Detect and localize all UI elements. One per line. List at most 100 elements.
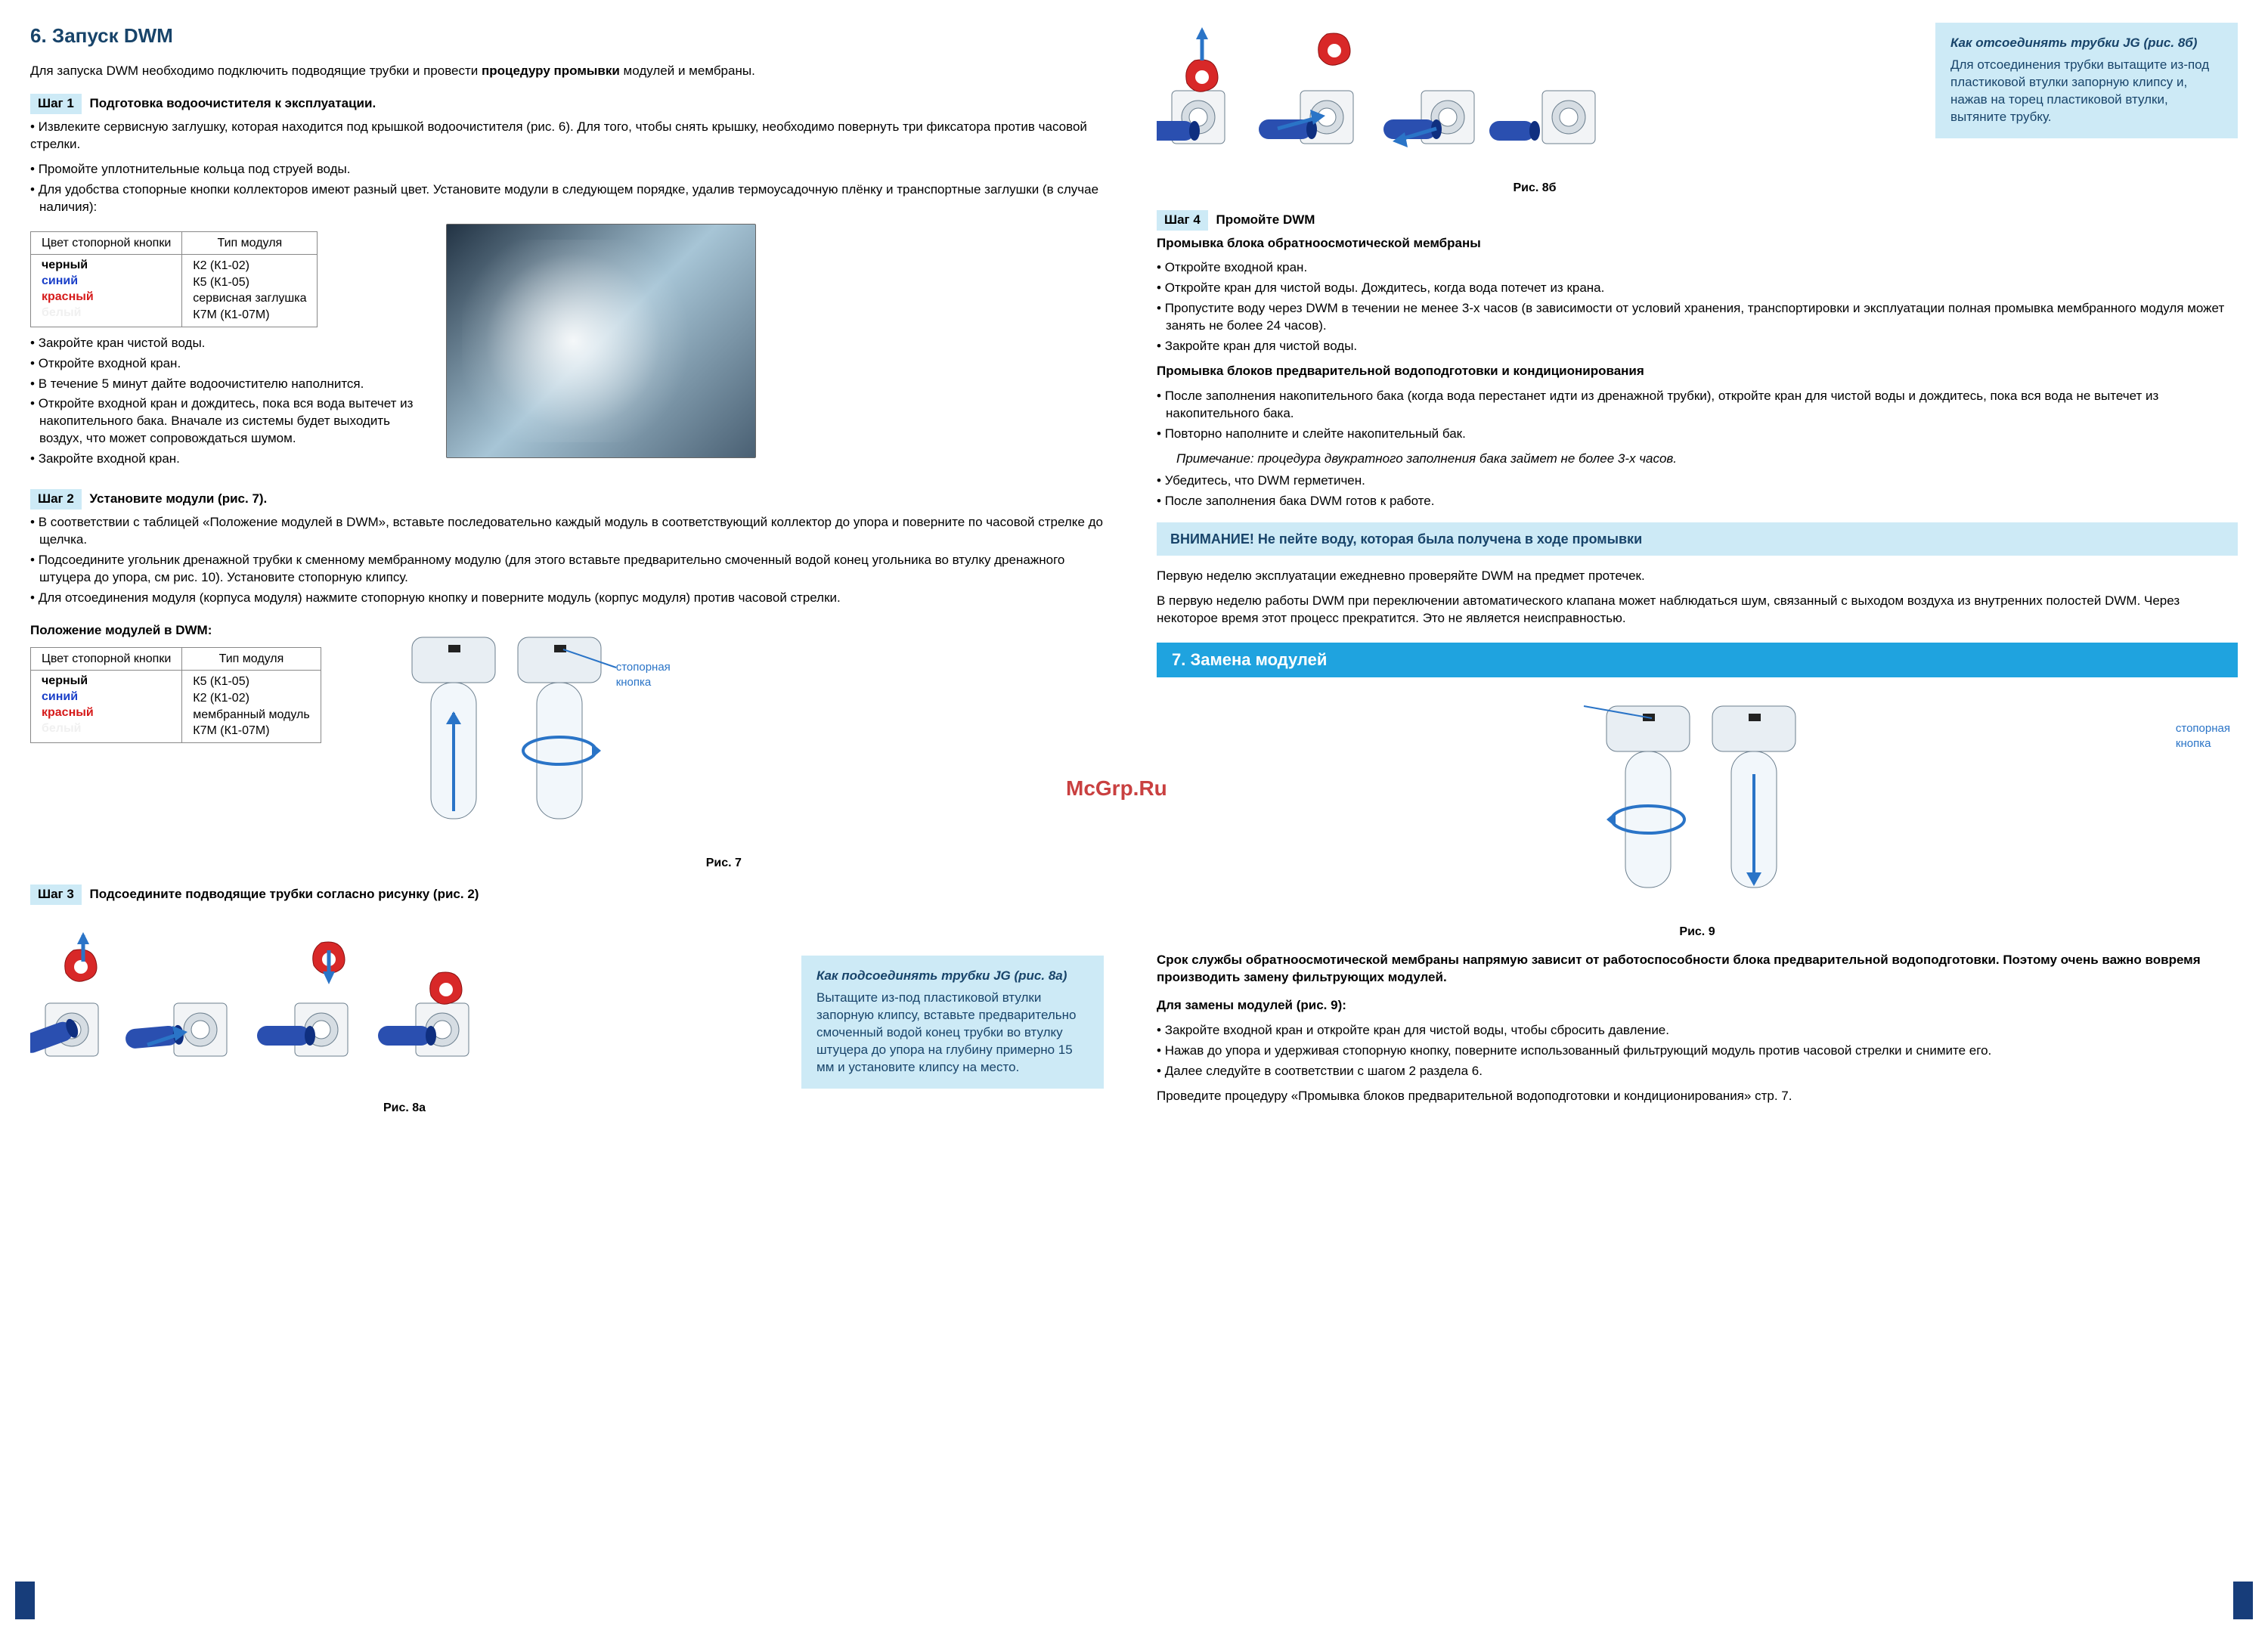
box8b-body: Для отсоединения трубки вытащите из-под … [1950,57,2223,126]
fig7-label-b: кнопка [616,675,671,690]
t2-c2: красный [42,705,171,721]
at1-4: Закройте входной кран. [30,451,423,468]
at1-1: Откройте входной кран. [30,355,423,373]
t2-colors: черный синий красный белый [31,671,182,742]
t1-h1: Цвет стопорной кнопки [31,231,182,255]
t2-t1: К2 (К1-02) [193,690,309,707]
t1-t3: К7М (К1-07М) [193,307,306,324]
s7-p2: Проведите процедуру «Промывка блоков пре… [1157,1088,2238,1105]
post-warn-p1: Первую неделю эксплуатации ежедневно про… [1157,568,2238,585]
s4a-list: Откройте входной кран. Откройте кран для… [1157,259,2238,355]
step1-list: Промойте уплотнительные кольца под струе… [30,161,1104,216]
t1-t2: сервисная заглушка [193,290,306,307]
s2-li2: Подсоедините угольник дренажной трубки к… [30,552,1104,587]
box8a-body: Вытащите из-под пластиковой втулки запор… [816,990,1089,1077]
s4-h2: Промывка блоков предварительной водоподг… [1157,363,2238,380]
s4a-3: Закройте кран для чистой воды. [1157,338,2238,355]
step1-li1: Промойте уплотнительные кольца под струе… [30,161,1104,178]
s4b-1: После заполнения накопительного бака (ко… [1157,388,2238,423]
step1-p1: • Извлеките сервисную заглушку, которая … [30,119,1104,153]
step2-chip: Шаг 2 [30,489,82,510]
s2-li1: В соответствии с таблицей «Положение мод… [30,514,1104,549]
fig9-caption: Рис. 9 [1157,924,2238,940]
s4b-2: Повторно наполните и слейте накопительны… [1157,426,2238,443]
s4b-list2: Убедитесь, что DWM герметичен. После зап… [1157,472,2238,510]
s7-li3: Далее следуйте в соответствии с шагом 2 … [1157,1063,2238,1080]
page-left: 6. Запуск DWM Для запуска DWM необходимо… [0,0,1134,1642]
t1-c3: белый [42,305,171,321]
intro-a: Для запуска DWM необходимо подключить по… [30,64,482,78]
fig8a-diagram [30,928,522,1094]
t1-h2: Тип модуля [182,231,318,255]
fig8a-row: Рис. 8а Как подсоединять трубки JG (рис.… [30,928,1104,1117]
s4b-list: После заполнения накопительного бака (ко… [1157,388,2238,443]
t1-t0: К2 (К1-02) [193,258,306,274]
fig7-diagram [344,622,662,849]
step4-heading: Шаг 4 Промойте DWM [1157,210,2238,231]
step1-li2: Для удобства стопорные кнопки коллекторо… [30,181,1104,216]
fig8b-caption: Рис. 8б [1157,180,1913,197]
info-box-8a: Как подсоединять трубки JG (рис. 8а) Выт… [801,956,1104,1089]
fig9-diagram [1538,691,1856,918]
t2-c3: белый [42,721,171,737]
s7-list: Закройте входной кран и откройте кран дл… [1157,1022,2238,1080]
intro-c: модулей и мембраны. [620,64,755,78]
page-corner-right [2233,1582,2253,1619]
t2-t0: К5 (К1-05) [193,674,309,690]
s7-p1: Срок службы обратноосмотической мембраны… [1157,952,2238,987]
step2-list: В соответствии с таблицей «Положение мод… [30,514,1104,607]
at1-2: В течение 5 минут дайте водоочистителю н… [30,376,423,393]
t1-c2: красный [42,290,171,305]
table1: Цвет стопорной кнопки Тип модуля черный … [30,231,318,327]
fig8a-caption: Рис. 8а [30,1100,779,1117]
s7-h: Для замены модулей (рис. 9): [1157,997,2238,1015]
s4a-0: Откройте входной кран. [1157,259,2238,277]
table1-wrap: Цвет стопорной кнопки Тип модуля черный … [30,224,423,476]
intro-b: процедуру промывки [482,64,620,78]
at1-0: Закройте кран чистой воды. [30,335,423,352]
step2-title: Установите модули (рис. 7). [90,491,268,506]
page-right: McGrp.Ru Рис. 8 [1134,0,2268,1642]
warning-bar: ВНИМАНИЕ! Не пейте воду, которая была по… [1157,522,2238,556]
photo-rig6 [446,224,756,458]
fig7-label-a: стопорная [616,660,671,675]
s4-h1: Промывка блока обратноосмотической мембр… [1157,235,2238,252]
step3-heading: Шаг 3 Подсоедините подводящие трубки сог… [30,885,1104,905]
step1-chip: Шаг 1 [30,94,82,114]
t2-types: К5 (К1-05) К2 (К1-02) мембранный модуль … [182,671,321,742]
section6-title: 6. Запуск DWM [30,23,1104,49]
s4b-3: Убедитесь, что DWM герметичен. [1157,472,2238,490]
t1-c1: синий [42,274,171,290]
tbl2-heading: Положение модулей в DWM: [30,622,321,640]
fig8b-diagram [1157,23,1648,174]
t1-colors: черный синий красный белый [31,255,182,327]
at1-3: Откройте входной кран и дождитесь, пока … [30,395,423,448]
t2-c1: синий [42,689,171,705]
step4-title: Промойте DWM [1216,212,1315,227]
s7-li2: Нажав до упора и удерживая стопорную кно… [1157,1043,2238,1060]
t2-t3: К7М (К1-07М) [193,723,309,739]
intro-paragraph: Для запуска DWM необходимо подключить по… [30,63,1104,80]
s7-p1-text: Срок службы обратноосмотической мембраны… [1157,953,2201,984]
step4-chip: Шаг 4 [1157,210,1208,231]
fig8b-row: Рис. 8б Как отсоединять трубки JG (рис. … [1157,23,2238,197]
fig7-wrap: стопорная кнопка Рис. 7 [344,622,1104,872]
t1-t1: К5 (К1-05) [193,274,306,291]
fig9-wrap: стопорная кнопка Рис. 9 [1157,691,2238,940]
table1-photo-row: Цвет стопорной кнопки Тип модуля черный … [30,224,1104,476]
table2: Цвет стопорной кнопки Тип модуля черный … [30,647,321,743]
step3-title: Подсоедините подводящие трубки согласно … [90,887,479,901]
t2-h1: Цвет стопорной кнопки [31,647,182,671]
s4b-4: После заполнения бака DWM готов к работе… [1157,493,2238,510]
after-table1-list: Закройте кран чистой воды. Откройте вход… [30,335,423,469]
step3-chip: Шаг 3 [30,885,82,905]
s7-li1: Закройте входной кран и откройте кран дл… [1157,1022,2238,1039]
table2-wrap: Положение модулей в DWM: Цвет стопорной … [30,622,321,751]
fig9-label-a: стопорная [2176,721,2230,736]
s4a-2: Пропустите воду через DWM в течении не м… [1157,300,2238,335]
t2-c0: черный [42,674,171,689]
fig8a-diagram-wrap: Рис. 8а [30,928,779,1117]
s4-note: Примечание: процедура двукратного заполн… [1176,451,2238,468]
t2-h2: Тип модуля [182,647,321,671]
s4a-1: Откройте кран для чистой воды. Дождитесь… [1157,280,2238,297]
